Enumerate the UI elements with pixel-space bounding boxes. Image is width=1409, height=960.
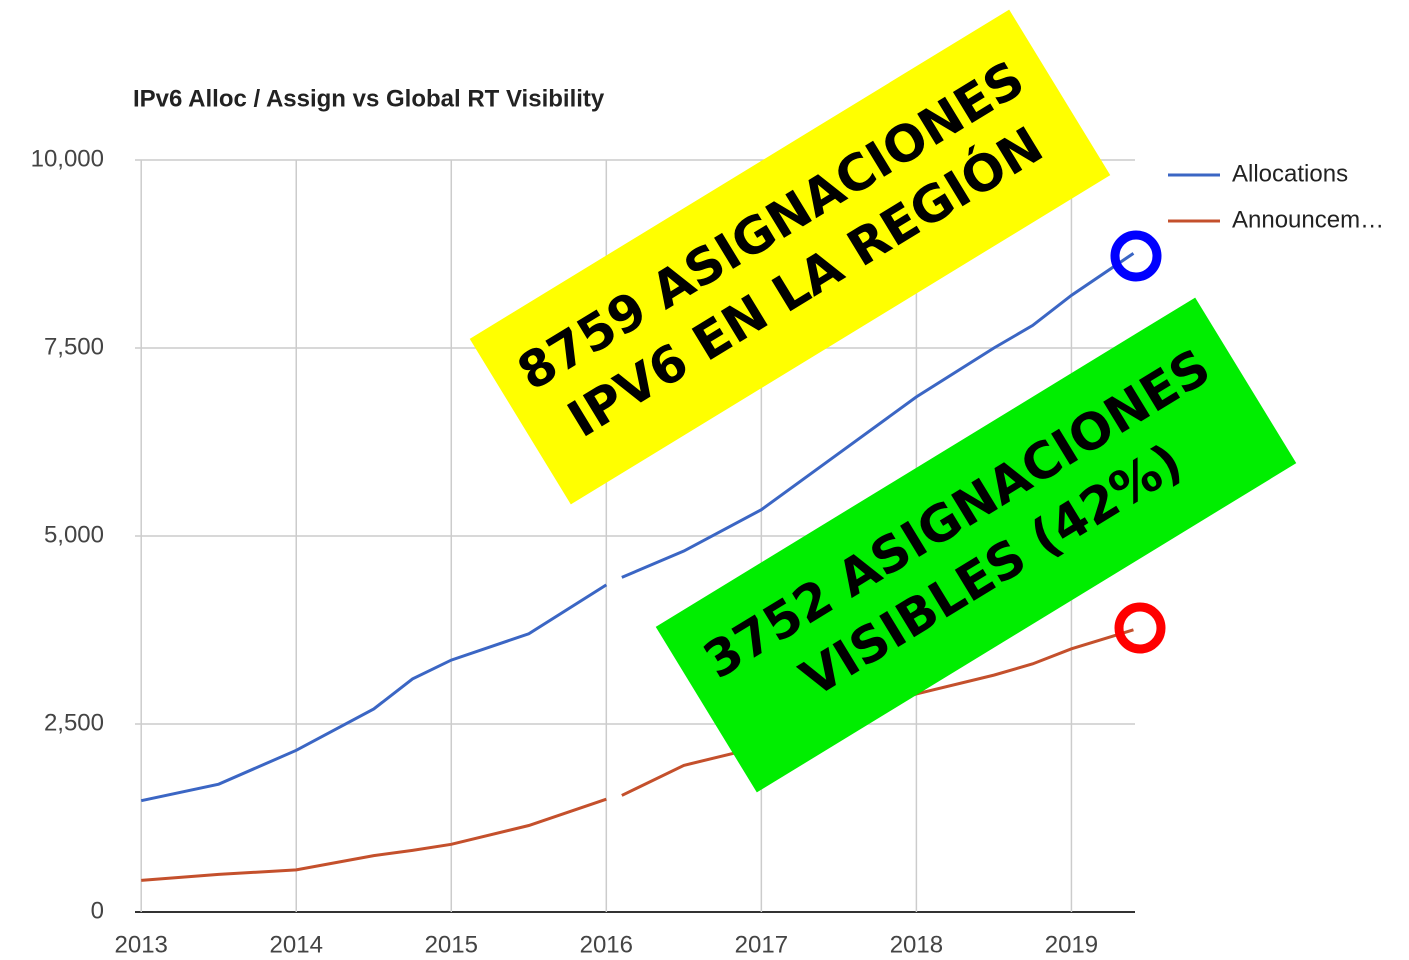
annotation-box [469, 9, 1111, 505]
series-line [140, 252, 1135, 803]
x-tick-label: 2017 [735, 931, 788, 958]
y-tick-label: 5,000 [44, 521, 104, 548]
y-tick-label: 10,000 [31, 145, 104, 172]
highlight-circle [1114, 602, 1166, 654]
series-line [141, 628, 1134, 882]
lines [140, 252, 1135, 882]
x-tick-label: 2016 [580, 931, 633, 958]
legend-label: Allocations [1232, 160, 1348, 187]
y-tick-label: 2,500 [44, 709, 104, 736]
y-tick-label: 7,500 [44, 333, 104, 360]
x-tick-label: 2019 [1045, 931, 1098, 958]
x-tick-label: 2015 [425, 931, 478, 958]
y-tick-label: 0 [91, 897, 104, 924]
x-tick-label: 2014 [270, 931, 323, 958]
x-tick-label: 2018 [890, 931, 943, 958]
x-tick-label: 2013 [115, 931, 168, 958]
annotation-box [655, 297, 1297, 793]
highlight-circle [1110, 230, 1162, 282]
chart-title: IPv6 Alloc / Assign vs Global RT Visibil… [133, 85, 605, 112]
legend-label: Announcem… [1232, 206, 1384, 233]
